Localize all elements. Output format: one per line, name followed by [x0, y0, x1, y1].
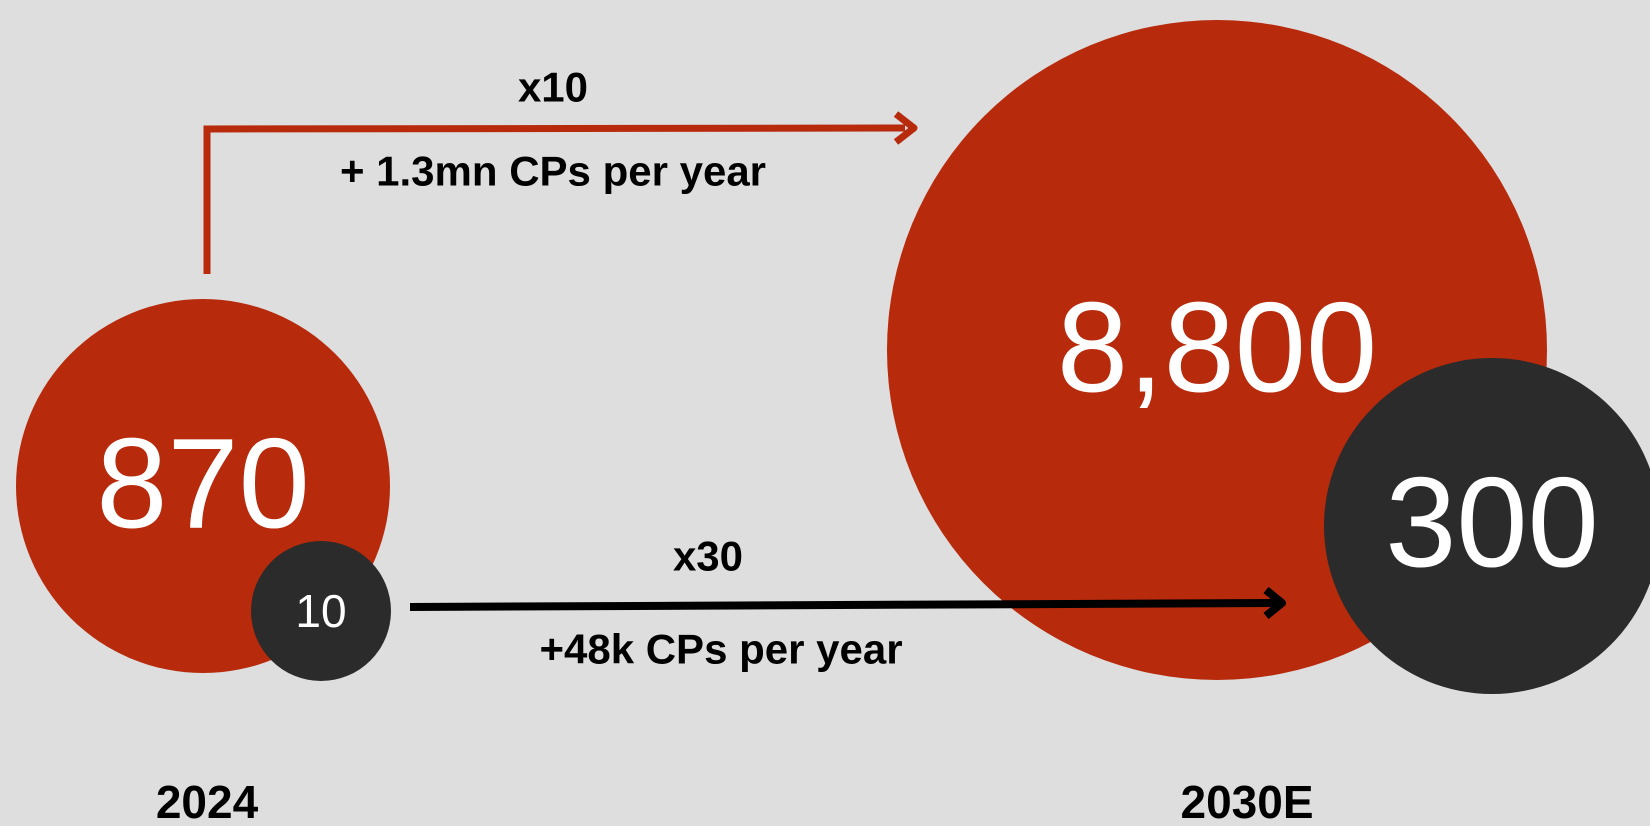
value-2030-secondary: 300	[1385, 452, 1599, 595]
value-2024-main: 870	[96, 413, 310, 556]
arrow-head-secondary	[1263, 586, 1286, 620]
arrow-head-main	[893, 111, 918, 145]
circle-2024-secondary	[251, 541, 391, 681]
growth-factor-secondary: x30	[673, 533, 743, 580]
circle-2030-secondary	[1324, 358, 1650, 694]
value-2030-main: 8,800	[1057, 277, 1377, 420]
growth-factor-main: x10	[518, 64, 588, 111]
growth-arrow-secondary	[409, 599, 1279, 611]
period-label: 2030E	[1180, 776, 1313, 826]
growth-note-main: + 1.3mn CPs per year	[340, 148, 766, 195]
period-label: 2024	[156, 776, 259, 826]
growth-arrow-main	[203, 124, 906, 274]
value-2024-secondary: 10	[295, 585, 346, 637]
growth-note-secondary: +48k CPs per year	[539, 626, 902, 673]
